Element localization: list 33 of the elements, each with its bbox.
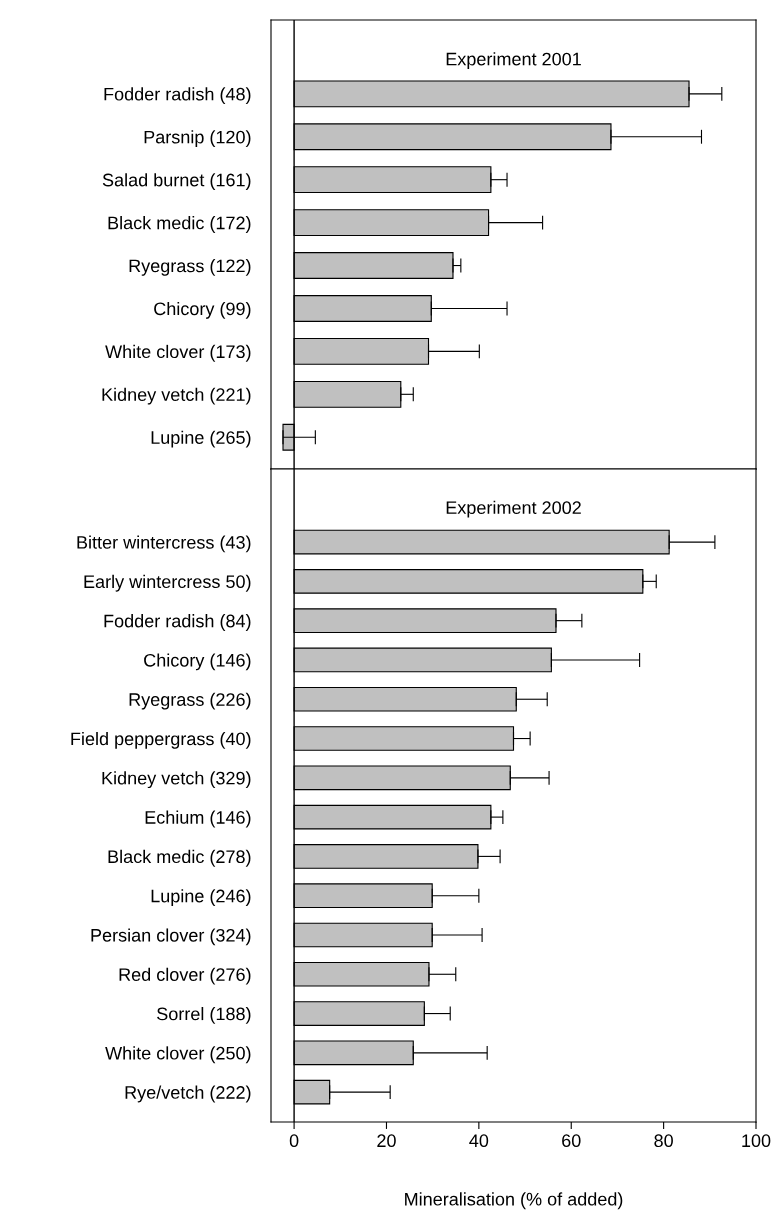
y-tick-label: Chicory (99) <box>154 301 251 319</box>
y-tick-label: Field peppergrass (40) <box>71 731 251 749</box>
y-tick-label: Kidney vetch (329) <box>102 771 251 789</box>
y-tick-label: Kidney vetch (221) <box>102 387 251 405</box>
y-tick-label: Black medic (172) <box>108 216 251 233</box>
y-tick-label: Ryegrass (226) <box>129 692 251 710</box>
y-tick-label: Chicory (146) <box>144 653 251 671</box>
x-tick-label: 0 <box>289 1134 299 1148</box>
x-tick-label: 20 <box>377 1134 396 1148</box>
x-tick-label: 80 <box>654 1134 673 1148</box>
y-tick-label: Early wintercress 50) <box>84 574 251 592</box>
x-tick-label: 40 <box>469 1134 489 1148</box>
x-tick-label: 100 <box>742 1134 771 1148</box>
y-tick-label: Lupine (265) <box>151 430 251 448</box>
y-tick-label: Fodder radish (84) <box>104 614 251 631</box>
y-tick-label: Ryegrass (122) <box>129 258 251 276</box>
y-tick-label: Echium (146) <box>145 810 251 828</box>
y-tick-label: Salad burnet (161) <box>102 173 251 190</box>
y-tick-label: White clover (250) <box>105 1046 251 1064</box>
y-tick-label: Persian clover (324) <box>91 928 251 946</box>
y-tick-label: Fodder radish (48) <box>104 87 251 105</box>
x-axis-title: Mineralisation (% of added) <box>405 1192 623 1210</box>
chart-title: Experiment 2002 <box>446 500 581 518</box>
x-tick-label: 60 <box>562 1134 581 1148</box>
y-tick-label: Bitter wintercress (43) <box>77 535 251 553</box>
y-tick-label: Rye/vetch (222) <box>125 1085 251 1103</box>
chart-title: Experiment 2001 <box>446 52 581 70</box>
y-tick-label: Black medic (278) <box>108 849 251 867</box>
y-tick-label: Lupine (246) <box>151 889 251 906</box>
y-tick-label: Parsnip (120) <box>144 130 251 148</box>
y-tick-label: Sorrel (188) <box>157 1007 251 1024</box>
y-tick-label: Red clover (276) <box>119 967 251 985</box>
y-tick-label: White clover (173) <box>105 344 251 362</box>
